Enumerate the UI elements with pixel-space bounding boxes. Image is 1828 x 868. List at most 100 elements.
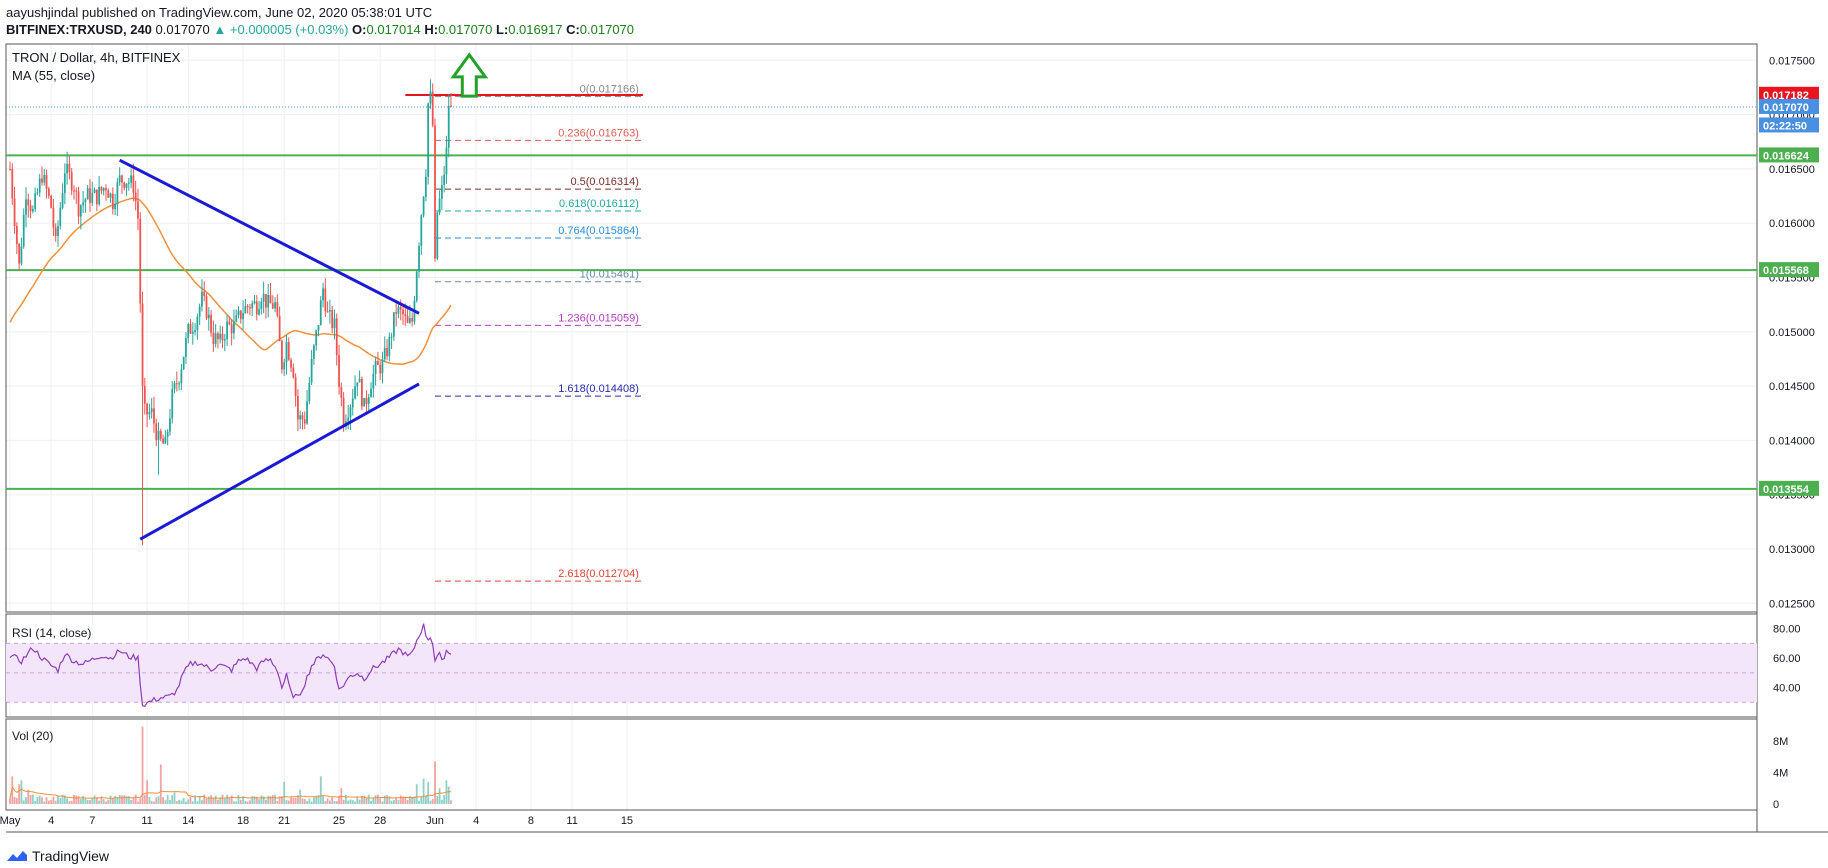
up-arrow[interactable] bbox=[450, 52, 489, 98]
symbol-ohlc-line: BITFINEX:TRXUSD, 240 0.017070 ▲ +0.00000… bbox=[6, 22, 634, 37]
time-tick-5: 18 bbox=[237, 815, 249, 827]
horizontal-levels[interactable] bbox=[6, 94, 1757, 490]
time-tick-8: 28 bbox=[374, 815, 386, 827]
volume-bar-66 bbox=[159, 764, 162, 804]
trendlines[interactable] bbox=[118, 158, 420, 541]
volume-bar-44 bbox=[109, 795, 112, 804]
volume-bar-75 bbox=[180, 800, 183, 804]
volume-bar-165 bbox=[386, 795, 388, 804]
pane-frames bbox=[5, 43, 1828, 833]
volume-bar-79 bbox=[189, 796, 192, 804]
volume-bar-68 bbox=[164, 800, 167, 804]
volume-bar-73 bbox=[175, 801, 178, 804]
volume-bar-118 bbox=[278, 796, 281, 804]
candle-body-87 bbox=[207, 314, 210, 319]
candle-body-133 bbox=[313, 345, 315, 359]
candle-body-160 bbox=[374, 361, 377, 374]
time-tick-6: 21 bbox=[278, 815, 290, 827]
candle-body-13 bbox=[38, 178, 41, 193]
time-tick-1: 4 bbox=[48, 815, 54, 827]
candle-body-41 bbox=[102, 188, 105, 191]
volume-bar-23 bbox=[61, 794, 64, 804]
candle-body-135 bbox=[317, 325, 320, 331]
volume-bar-141 bbox=[331, 797, 334, 804]
candle-body-70 bbox=[169, 418, 171, 432]
candle-body-23 bbox=[61, 193, 64, 208]
volume-bar-125 bbox=[294, 797, 297, 804]
price-tag-0: 0.017182 bbox=[1763, 90, 1809, 102]
candle-body-91 bbox=[217, 333, 219, 340]
candle-body-126 bbox=[297, 395, 299, 420]
candle-body-81 bbox=[194, 330, 196, 332]
price-change: ▲ +0.000005 (+0.03%) bbox=[213, 22, 349, 37]
candle-body-58 bbox=[141, 303, 144, 387]
rsi-pane-title: RSI (14, close) bbox=[12, 626, 91, 640]
volume-bar-127 bbox=[299, 789, 302, 804]
fibonacci-retracement[interactable]: 0(0.017166) 0.236(0.016763) 0.5(0.016314) 0… bbox=[435, 84, 643, 582]
volume-bar-85 bbox=[203, 794, 206, 804]
candle-body-96 bbox=[228, 321, 231, 325]
fib-label-1: 0.236(0.016763) bbox=[558, 127, 639, 139]
candle-body-39 bbox=[98, 186, 101, 205]
candle-body-138 bbox=[324, 288, 327, 312]
grid bbox=[6, 44, 1757, 810]
candle-body-164 bbox=[383, 347, 386, 360]
vol-pane-title: Vol (20) bbox=[12, 729, 53, 743]
volume-bar-51 bbox=[125, 795, 128, 804]
green-up-arrow-icon bbox=[450, 52, 489, 98]
candle-body-3 bbox=[15, 226, 18, 244]
candle-body-191 bbox=[445, 147, 448, 175]
volume-bar-94 bbox=[223, 798, 226, 804]
candle-body-94 bbox=[223, 339, 226, 341]
candle-body-75 bbox=[180, 369, 183, 384]
price-tick-3: 0.016000 bbox=[1769, 218, 1815, 230]
volume-bar-62 bbox=[150, 801, 153, 804]
candle-body-137 bbox=[322, 288, 324, 301]
lower-trendline bbox=[139, 382, 420, 541]
candle-body-18 bbox=[50, 195, 53, 208]
volume-bar-13 bbox=[38, 795, 41, 804]
volume-bar-57 bbox=[139, 798, 142, 804]
candle-body-79 bbox=[189, 323, 192, 334]
candles bbox=[9, 79, 452, 546]
candle-body-28 bbox=[73, 190, 75, 192]
volume-bar-133 bbox=[313, 797, 315, 804]
price-tick-10: 0.012500 bbox=[1769, 598, 1815, 610]
volume-bar-4 bbox=[18, 784, 21, 804]
volume-pane bbox=[9, 726, 452, 804]
low-label: L: bbox=[495, 22, 509, 37]
volume-bar-152 bbox=[356, 796, 359, 804]
candle-body-24 bbox=[63, 173, 66, 194]
candle-body-187 bbox=[436, 212, 439, 259]
candle-body-89 bbox=[212, 332, 215, 344]
volume-bar-95 bbox=[226, 794, 228, 804]
candle-body-161 bbox=[376, 361, 379, 365]
fib-label-7: 1.618(0.014408) bbox=[558, 383, 639, 395]
volume-bar-110 bbox=[260, 795, 263, 804]
volume-bar-154 bbox=[360, 795, 363, 804]
volume-bar-96 bbox=[228, 797, 231, 804]
volume-bar-121 bbox=[285, 800, 288, 804]
time-tick-9: Jun bbox=[426, 815, 444, 827]
candle-body-115 bbox=[271, 303, 274, 309]
price-tick-7: 0.014000 bbox=[1769, 435, 1815, 447]
candle-body-139 bbox=[326, 311, 329, 313]
candle-body-10 bbox=[31, 208, 34, 212]
candle-body-7 bbox=[25, 199, 27, 215]
volume-bar-63 bbox=[153, 801, 155, 804]
price-axis[interactable]: 0.0175000.0170000.0165000.0160000.015500… bbox=[1759, 55, 1819, 811]
volume-bar-159 bbox=[372, 798, 375, 804]
candle-body-72 bbox=[173, 383, 176, 389]
volume-bar-8 bbox=[27, 789, 30, 804]
volume-bar-177 bbox=[413, 796, 416, 804]
candle-body-49 bbox=[121, 175, 123, 183]
fib-label-2: 0.5(0.016314) bbox=[570, 176, 639, 188]
candle-body-185 bbox=[431, 91, 434, 126]
candle-body-99 bbox=[235, 315, 238, 322]
candle-body-59 bbox=[143, 386, 146, 404]
time-axis[interactable]: May 4 7 11 14 18 21 25 28 Jun 4 8 11 15 bbox=[0, 815, 633, 827]
volume-bar-99 bbox=[235, 801, 238, 804]
candle-body-97 bbox=[230, 324, 233, 334]
